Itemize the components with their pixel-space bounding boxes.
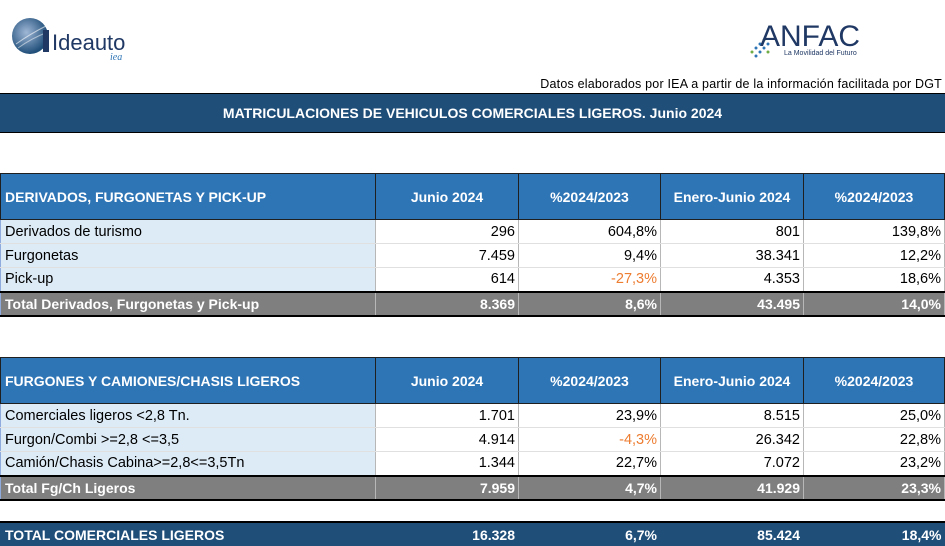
row-label: Furgon/Combi >=2,8 <=3,5 [0, 427, 376, 452]
cell-junio: 7.459 [375, 243, 519, 268]
cell-pct-ytd: 18,6% [803, 267, 945, 292]
cell-pct-ytd: 14,0% [803, 290, 945, 317]
svg-text:La Movilidad del Futuro: La Movilidad del Futuro [784, 50, 857, 57]
column-header: %2024/2023 [803, 173, 945, 220]
row-label: TOTAL COMERCIALES LIGEROS [0, 521, 376, 546]
column-header: %2024/2023 [518, 173, 661, 220]
column-header: Junio 2024 [375, 357, 519, 404]
cell-pct-month: 22,7% [518, 451, 661, 476]
total-row: Total Derivados, Furgonetas y Pick-up 8.… [0, 290, 945, 317]
row-label: Total Fg/Ch Ligeros [0, 474, 376, 501]
table-row: Furgonetas 7.459 9,4% 38.341 12,2% [0, 243, 945, 268]
row-label: Furgonetas [0, 243, 376, 268]
cell-pct-ytd: 139,8% [803, 219, 945, 244]
table-row: Pick-up 614 -27,3% 4.353 18,6% [0, 267, 945, 292]
cell-pct-month: 23,9% [518, 403, 661, 428]
table-row: Derivados de turismo 296 604,8% 801 139,… [0, 219, 945, 244]
derivados-table: DERIVADOS, FURGONETAS Y PICK-UP Junio 20… [0, 173, 945, 317]
cell-ytd: 7.072 [660, 451, 804, 476]
svg-text:ANFAC: ANFAC [760, 20, 860, 53]
section-heading: DERIVADOS, FURGONETAS Y PICK-UP [0, 173, 376, 220]
cell-pct-month: -4,3% [518, 427, 661, 452]
cell-pct-ytd: 12,2% [803, 243, 945, 268]
cell-pct-month: 9,4% [518, 243, 661, 268]
source-note: Datos elaborados por IEA a partir de la … [540, 77, 942, 91]
grand-total-table: TOTAL COMERCIALES LIGEROS 16.328 6,7% 85… [0, 521, 945, 546]
section-heading: FURGONES Y CAMIONES/CHASIS LIGEROS [0, 357, 376, 404]
column-header: Enero-Junio 2024 [660, 357, 804, 404]
anfac-logo: ANFAC La Movilidad del Futuro [750, 12, 900, 62]
cell-junio: 296 [375, 219, 519, 244]
row-label: Derivados de turismo [0, 219, 376, 244]
cell-ytd: 43.495 [660, 290, 804, 317]
row-label: Pick-up [0, 267, 376, 292]
cell-pct-ytd: 25,0% [803, 403, 945, 428]
column-header: %2024/2023 [518, 357, 661, 404]
cell-ytd: 8.515 [660, 403, 804, 428]
cell-junio: 4.914 [375, 427, 519, 452]
furgones-table: FURGONES Y CAMIONES/CHASIS LIGEROS Junio… [0, 357, 945, 501]
cell-junio: 1.344 [375, 451, 519, 476]
row-label: Total Derivados, Furgonetas y Pick-up [0, 290, 376, 317]
column-header: Junio 2024 [375, 173, 519, 220]
cell-pct-ytd: 18,4% [803, 521, 945, 546]
ideauto-logo: Ideauto iea [10, 14, 160, 64]
cell-pct-ytd: 22,8% [803, 427, 945, 452]
column-header: Enero-Junio 2024 [660, 173, 804, 220]
cell-ytd: 85.424 [660, 521, 804, 546]
cell-pct-month: 604,8% [518, 219, 661, 244]
cell-pct-month: 6,7% [518, 521, 661, 546]
cell-ytd: 801 [660, 219, 804, 244]
cell-ytd: 41.929 [660, 474, 804, 501]
cell-junio: 1.701 [375, 403, 519, 428]
cell-junio: 7.959 [375, 474, 519, 501]
cell-ytd: 38.341 [660, 243, 804, 268]
cell-junio: 614 [375, 267, 519, 292]
column-header: %2024/2023 [803, 357, 945, 404]
cell-pct-ytd: 23,2% [803, 451, 945, 476]
page-title: MATRICULACIONES DE VEHICULOS COMERCIALES… [0, 93, 945, 133]
cell-pct-month: 8,6% [518, 290, 661, 317]
total-row: Total Fg/Ch Ligeros 7.959 4,7% 41.929 23… [0, 474, 945, 501]
cell-pct-ytd: 23,3% [803, 474, 945, 501]
cell-junio: 8.369 [375, 290, 519, 317]
table-row: Camión/Chasis Cabina>=2,8<=3,5Tn 1.344 2… [0, 451, 945, 476]
table-row: Comerciales ligeros <2,8 Tn. 1.701 23,9%… [0, 403, 945, 428]
row-label: Camión/Chasis Cabina>=2,8<=3,5Tn [0, 451, 376, 476]
cell-ytd: 26.342 [660, 427, 804, 452]
cell-pct-month: -27,3% [518, 267, 661, 292]
table-header-row: FURGONES Y CAMIONES/CHASIS LIGEROS Junio… [0, 357, 945, 404]
table-row: Furgon/Combi >=2,8 <=3,5 4.914 -4,3% 26.… [0, 427, 945, 452]
cell-junio: 16.328 [375, 521, 519, 546]
grand-total-row: TOTAL COMERCIALES LIGEROS 16.328 6,7% 85… [0, 521, 945, 546]
row-label: Comerciales ligeros <2,8 Tn. [0, 403, 376, 428]
cell-pct-month: 4,7% [518, 474, 661, 501]
cell-ytd: 4.353 [660, 267, 804, 292]
table-header-row: DERIVADOS, FURGONETAS Y PICK-UP Junio 20… [0, 173, 945, 220]
svg-text:iea: iea [110, 52, 122, 63]
svg-text:Ideauto: Ideauto [52, 30, 125, 55]
